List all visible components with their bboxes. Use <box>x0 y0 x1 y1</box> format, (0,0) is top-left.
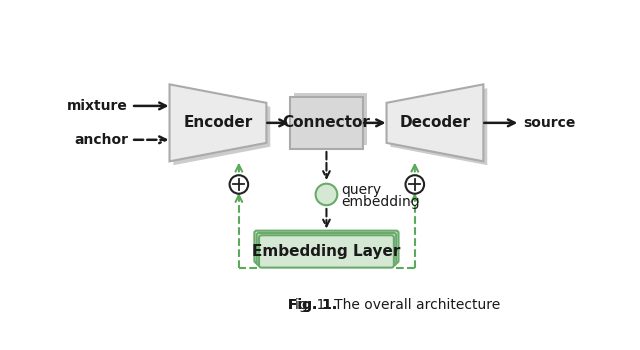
Text: query: query <box>341 183 381 197</box>
Circle shape <box>230 175 248 194</box>
Polygon shape <box>170 84 266 161</box>
FancyBboxPatch shape <box>259 235 394 268</box>
Text: Encoder: Encoder <box>183 116 253 130</box>
Polygon shape <box>387 84 483 161</box>
FancyBboxPatch shape <box>257 233 396 265</box>
Text: anchor: anchor <box>74 133 128 147</box>
Text: Decoder: Decoder <box>399 116 470 130</box>
Text: Fig. 1.: Fig. 1. <box>288 298 337 312</box>
Polygon shape <box>390 88 487 165</box>
FancyBboxPatch shape <box>290 97 364 149</box>
Circle shape <box>406 175 424 194</box>
Text: Embedding Layer: Embedding Layer <box>252 244 401 259</box>
Text: source: source <box>524 116 575 130</box>
Text: Connector: Connector <box>282 116 371 130</box>
Polygon shape <box>173 88 270 165</box>
Text: mixture: mixture <box>67 99 128 113</box>
FancyBboxPatch shape <box>254 231 399 263</box>
FancyBboxPatch shape <box>294 93 367 145</box>
Text: embedding: embedding <box>341 195 420 209</box>
Text: Fig. 1.: Fig. 1. <box>288 298 337 312</box>
Text: Fig. 1. The overall architecture: Fig. 1. The overall architecture <box>288 298 500 312</box>
Circle shape <box>316 184 337 205</box>
